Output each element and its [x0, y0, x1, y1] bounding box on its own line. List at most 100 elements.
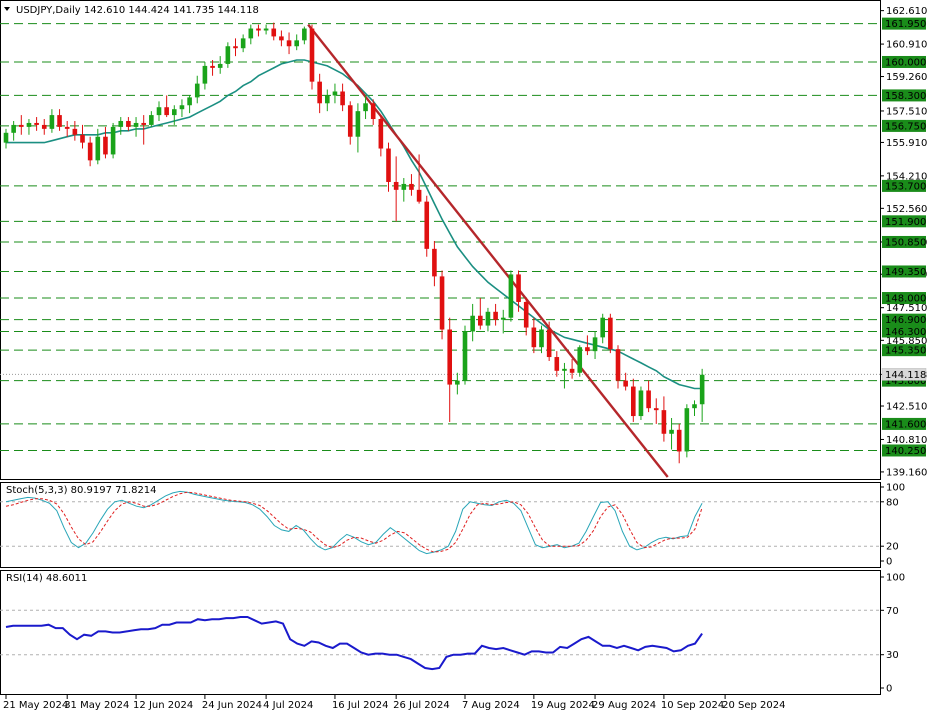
candle-body: [286, 40, 292, 47]
candle-body: [478, 315, 483, 326]
candle-body: [325, 95, 330, 104]
candle: [577, 345, 583, 377]
level-tag-label: 158.300: [885, 91, 926, 102]
candle: [432, 240, 437, 287]
candle: [416, 154, 422, 204]
level-tag-bg: [882, 325, 926, 338]
candle: [118, 117, 124, 135]
candle: [638, 386, 644, 420]
stoch-title: Stoch(5,3,3) 80.9197 71.8214: [6, 485, 157, 496]
candle-body: [87, 142, 93, 161]
level-tag-label: 145.350: [885, 346, 926, 357]
candle: [225, 42, 231, 68]
current-price-tag: 144.118: [881, 368, 927, 381]
candle-body: [3, 132, 9, 143]
candle: [317, 73, 322, 114]
level-tag: 161.950: [882, 17, 926, 30]
candle-body: [401, 183, 407, 190]
stoch-y-tick-label: 80: [886, 497, 899, 508]
candle: [562, 362, 567, 389]
rsi-y-tick-label: 30: [886, 650, 899, 661]
candle-body: [363, 103, 368, 112]
candle-body: [80, 134, 85, 143]
candle: [240, 34, 246, 53]
candle: [217, 56, 223, 74]
candle-body: [64, 126, 70, 129]
candle: [3, 128, 9, 149]
level-tag-bg: [882, 344, 926, 357]
candle: [133, 117, 139, 137]
level-tag-bg: [882, 215, 926, 228]
candle: [585, 335, 590, 356]
candle-body: [554, 357, 560, 371]
level-tag-bg: [882, 89, 926, 102]
candle-body: [462, 331, 468, 381]
candle-body: [57, 115, 62, 127]
level-tag-bg: [882, 417, 926, 430]
candle: [172, 105, 177, 125]
candle-body: [569, 368, 575, 373]
level-tag: 156.750: [882, 119, 926, 132]
candle-body: [240, 38, 246, 49]
candle-body: [692, 404, 697, 409]
collapse-triangle-icon[interactable]: [4, 7, 10, 11]
candle: [615, 345, 621, 389]
candle: [19, 115, 24, 135]
candle: [623, 372, 628, 391]
candle-body: [439, 276, 445, 330]
x-tick-label: 19 Aug 2024: [531, 700, 595, 711]
candle-body: [11, 124, 16, 133]
candle-body: [347, 105, 353, 137]
candle: [653, 398, 659, 424]
stoch-main-line: [5, 490, 703, 555]
candle: [110, 122, 116, 159]
candle-body: [118, 120, 124, 127]
candle: [26, 119, 32, 135]
x-tick-label: 10 Sep 2024: [661, 700, 724, 711]
candle: [669, 418, 674, 450]
candle-body: [187, 97, 192, 106]
candle: [149, 111, 154, 127]
candle: [363, 95, 368, 120]
candle-body: [271, 28, 277, 37]
level-tag-label: 150.850: [885, 237, 926, 248]
candle: [332, 83, 338, 104]
candle: [401, 178, 407, 202]
candle: [516, 270, 521, 312]
level-tag-label: 140.250: [885, 446, 926, 457]
candle: [57, 109, 62, 131]
candle-body: [225, 46, 231, 64]
candle-body: [133, 122, 139, 127]
candle-body: [646, 390, 651, 409]
candle-body: [615, 349, 621, 381]
level-tag-bg: [882, 444, 926, 457]
candle: [164, 95, 169, 118]
candle: [378, 115, 384, 157]
downtrend-line[interactable]: [307, 23, 669, 478]
candle-body: [493, 311, 498, 320]
stoch-y-tick-label: 0: [886, 557, 892, 568]
level-tag-label: 141.600: [885, 419, 926, 430]
candle: [309, 24, 315, 90]
candle: [608, 313, 613, 354]
candle: [676, 423, 682, 464]
candle-body: [302, 28, 307, 41]
y-tick-label: 152.560: [886, 204, 927, 215]
level-tag-label: 151.900: [885, 217, 926, 228]
stoch-signal-line: [5, 491, 703, 553]
stochastic-panel: 100 80 20 0 Stoch(5,3,3) 80.9197 71.8214: [0, 482, 905, 568]
candle-body: [500, 317, 506, 320]
candle: [49, 109, 55, 133]
candle-body: [653, 408, 659, 411]
candle: [455, 372, 460, 395]
level-tag-bg: [882, 313, 926, 326]
candle: [493, 303, 498, 326]
candle: [256, 24, 261, 37]
x-tick-label: 12 Jun 2024: [133, 700, 193, 711]
candle-body: [164, 107, 169, 116]
candle: [539, 325, 544, 354]
candle: [202, 61, 208, 90]
y-tick-label: 139.160: [886, 467, 927, 478]
current-price-tag-bg: [881, 368, 927, 381]
candle-body: [516, 274, 521, 302]
